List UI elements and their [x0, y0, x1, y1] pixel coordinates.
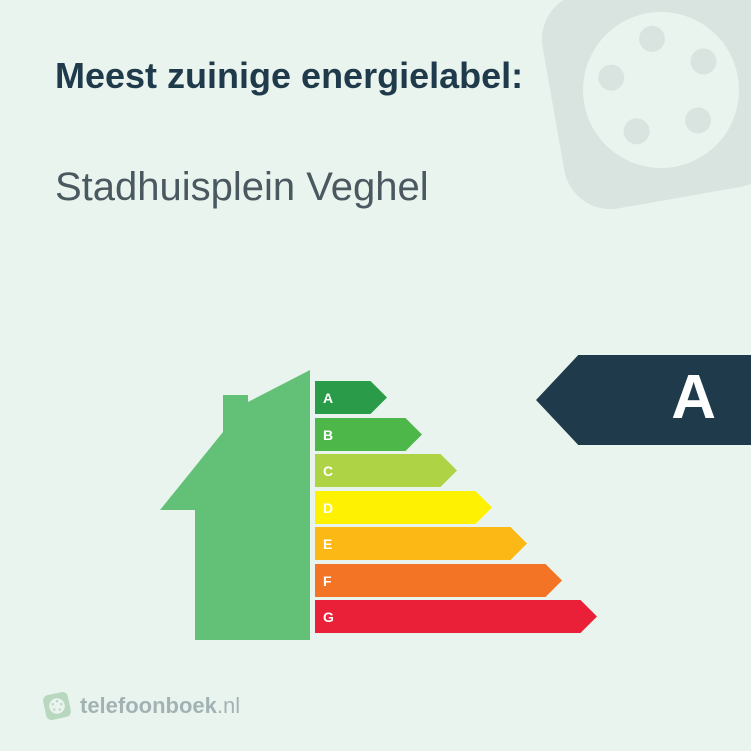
bar-shape [315, 527, 527, 560]
bar-label: E [323, 536, 332, 552]
rating-letter: A [671, 362, 716, 433]
bar-shape [315, 454, 457, 487]
bar-shape [315, 491, 492, 524]
energy-label-chart: A B C D E F G [160, 370, 590, 650]
bar-shape [315, 600, 597, 633]
bar-label: B [323, 427, 333, 443]
footer-brand-light: .nl [217, 693, 240, 718]
bar-shape [315, 564, 562, 597]
house-icon [160, 370, 310, 640]
bar-label: A [323, 390, 333, 406]
footer-text: telefoonboek.nl [80, 693, 240, 719]
footer-logo-icon [42, 691, 72, 721]
bar-label: G [323, 609, 334, 625]
bar-label: F [323, 573, 332, 589]
footer-brand-bold: telefoonboek [80, 693, 217, 718]
location-name: Stadhuisplein Veghel [55, 165, 429, 210]
footer-brand: telefoonboek.nl [42, 691, 240, 721]
page-title: Meest zuinige energielabel: [55, 55, 523, 97]
bar-label: C [323, 463, 333, 479]
bar-label: D [323, 500, 333, 516]
rating-badge [536, 355, 751, 445]
watermark-phone-icon [510, 0, 751, 241]
